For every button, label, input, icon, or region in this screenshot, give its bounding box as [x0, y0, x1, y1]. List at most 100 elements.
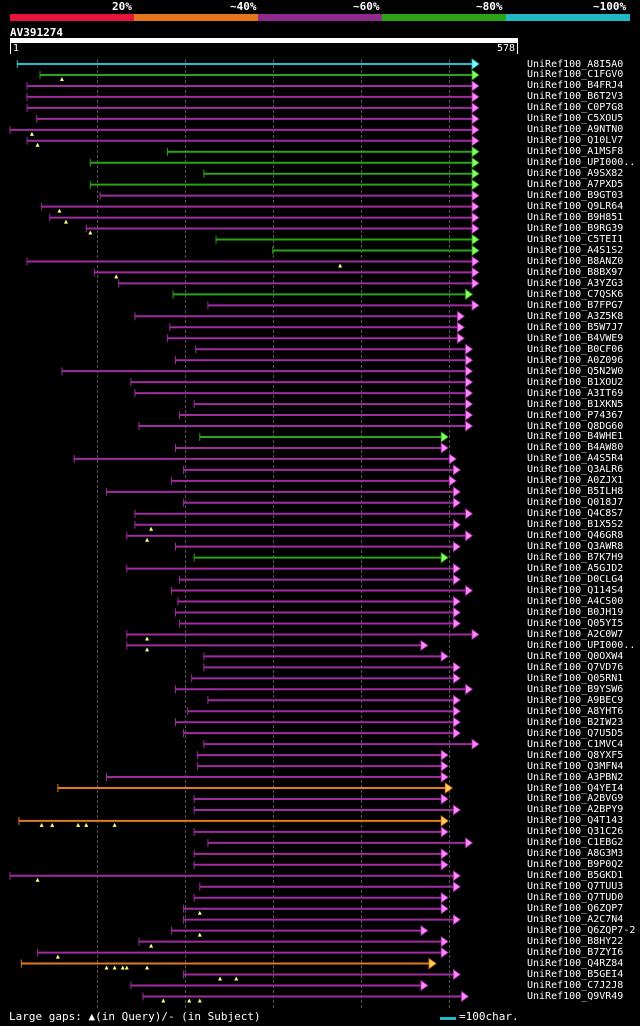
hit-label-link[interactable]: UniRef100_B8BX97	[527, 266, 624, 278]
hit-label-link[interactable]: UniRef100_Q3MFN4	[527, 760, 624, 772]
hit-label-link[interactable]: UniRef100_D0CLG4	[527, 574, 624, 586]
hit-label-link[interactable]: UniRef100_Q6ZQP7	[527, 903, 624, 915]
hit-row[interactable]	[174, 716, 462, 728]
hit-row[interactable]	[207, 694, 462, 707]
hit-row[interactable]	[187, 705, 462, 718]
hit-row[interactable]	[20, 957, 437, 970]
hit-row[interactable]	[26, 91, 480, 103]
hit-label-link[interactable]: UniRef100_A9SX82	[527, 168, 624, 180]
hit-row[interactable]	[199, 431, 449, 443]
hit-row[interactable]	[207, 299, 480, 312]
hit-label-link[interactable]: UniRef100_C7QSK6	[527, 288, 624, 300]
hit-row[interactable]	[126, 529, 474, 542]
hit-label-link[interactable]: UniRef100_B5ILH8	[527, 486, 624, 498]
hit-row[interactable]	[174, 442, 449, 454]
hit-row[interactable]	[272, 244, 480, 257]
hit-row[interactable]	[195, 343, 474, 355]
hit-row[interactable]	[37, 946, 449, 959]
hit-label-link[interactable]: UniRef100_B7ZYI6	[527, 947, 624, 959]
hit-row[interactable]	[9, 124, 480, 136]
hit-label-link[interactable]: UniRef100_B4WHE1	[527, 431, 624, 443]
hit-label-link[interactable]: UniRef100_A5GJD2	[527, 563, 624, 575]
hit-label-link[interactable]: UniRef100_C1MVC4	[527, 738, 624, 750]
hit-label-link[interactable]: UniRef100_B5GEI4	[527, 969, 624, 980]
hit-row[interactable]	[215, 233, 480, 246]
hit-label-link[interactable]: UniRef100_Q3AWR8	[527, 541, 624, 553]
hit-label-link[interactable]: UniRef100_A2C7N4	[527, 914, 624, 926]
hit-row[interactable]	[39, 69, 480, 81]
hit-row[interactable]	[174, 606, 462, 619]
hit-label-link[interactable]: UniRef100_B0JH19	[527, 607, 624, 618]
hit-label-link[interactable]: UniRef100_B9P0Q2	[527, 859, 624, 871]
hit-label-link[interactable]: UniRef100_Q3ALR6	[527, 464, 624, 476]
hit-row[interactable]	[57, 782, 453, 794]
hit-row[interactable]	[199, 880, 462, 893]
hit-row[interactable]	[118, 277, 480, 290]
hit-row[interactable]	[26, 102, 480, 114]
hit-label-link[interactable]: UniRef100_Q05YI5	[527, 617, 624, 629]
hit-row[interactable]	[179, 409, 474, 421]
hit-row[interactable]	[142, 990, 470, 1003]
hit-row[interactable]	[93, 266, 480, 279]
hit-row[interactable]	[203, 661, 462, 674]
hit-label-link[interactable]: UniRef100_Q7U5D5	[527, 727, 624, 739]
hit-row[interactable]	[193, 848, 449, 860]
hit-label-link[interactable]: UniRef100_B1XOU2	[527, 376, 624, 388]
hit-row[interactable]	[130, 376, 474, 388]
hit-row[interactable]	[193, 859, 449, 871]
hit-label-link[interactable]: UniRef100_C0P7G8	[527, 102, 624, 114]
hit-row[interactable]	[193, 826, 449, 838]
hit-row[interactable]	[36, 113, 480, 125]
hit-row[interactable]	[85, 222, 480, 235]
hit-row[interactable]	[41, 200, 480, 213]
hit-label-link[interactable]: UniRef100_B6T2V3	[527, 91, 624, 103]
hit-label-link[interactable]: UniRef100_Q46GR8	[527, 530, 624, 542]
hit-row[interactable]	[196, 749, 449, 761]
hit-row[interactable]	[134, 387, 474, 399]
hit-label-link[interactable]: UniRef100_B9GT03	[527, 190, 624, 202]
hit-row[interactable]	[193, 793, 449, 805]
hit-row[interactable]	[9, 870, 462, 882]
hit-row[interactable]	[169, 321, 466, 334]
hit-row[interactable]	[170, 924, 429, 937]
hit-label-link[interactable]: UniRef100_C5XOU5	[527, 113, 624, 125]
hit-label-link[interactable]: UniRef100_Q31C26	[527, 826, 624, 838]
hit-label-link[interactable]: UniRef100_Q0OXW4	[527, 650, 624, 662]
hit-row[interactable]	[26, 255, 480, 268]
hit-label-link[interactable]: UniRef100_UPI000..	[527, 639, 636, 651]
hit-label-link[interactable]: UniRef100_Q4YEI4	[527, 782, 624, 794]
hit-label-link[interactable]: UniRef100_Q4RZ84	[527, 958, 624, 970]
hit-label-link[interactable]: UniRef100_Q9LR64	[527, 201, 624, 213]
hit-row[interactable]	[170, 475, 457, 487]
hit-label-link[interactable]: UniRef100_B8HY22	[527, 936, 624, 948]
hit-label-link[interactable]: UniRef100_A3PBN2	[527, 771, 624, 783]
hit-row[interactable]	[193, 551, 449, 564]
hit-label-link[interactable]: UniRef100_A4CS00	[527, 596, 624, 608]
hit-label-link[interactable]: UniRef100_Q114S4	[527, 585, 624, 597]
hit-label-link[interactable]: UniRef100_B5GKD1	[527, 870, 624, 882]
hit-label-link[interactable]: UniRef100_Q05RN1	[527, 672, 624, 684]
hit-label-link[interactable]: UniRef100_Q4T143	[527, 815, 624, 827]
hit-row[interactable]	[166, 145, 480, 158]
hit-row[interactable]	[126, 639, 429, 652]
hit-label-link[interactable]: UniRef100_Q8DG60	[527, 420, 624, 432]
hit-label-link[interactable]: UniRef100_Q8YXF5	[527, 749, 624, 761]
hit-label-link[interactable]: UniRef100_B8ANZ0	[527, 255, 624, 267]
hit-label-link[interactable]: UniRef100_A9BEC9	[527, 694, 624, 706]
hit-label-link[interactable]: UniRef100_B4VWE9	[527, 332, 624, 344]
hit-label-link[interactable]: UniRef100_B9YSW6	[527, 683, 624, 695]
hit-row[interactable]	[193, 398, 474, 410]
hit-row[interactable]	[73, 453, 457, 465]
hit-row[interactable]	[193, 891, 449, 904]
hit-row[interactable]	[61, 365, 474, 377]
hit-label-link[interactable]: UniRef100_A8YHT6	[527, 705, 624, 717]
hit-label-link[interactable]: UniRef100_Q018J7	[527, 497, 624, 509]
hit-row[interactable]	[203, 167, 480, 180]
hit-row[interactable]	[138, 935, 449, 948]
hit-row[interactable]	[106, 771, 449, 783]
hit-label-link[interactable]: UniRef100_A7PXD5	[527, 179, 624, 191]
hit-label-link[interactable]: UniRef100_B7FPG7	[527, 299, 624, 311]
hit-row[interactable]	[126, 562, 462, 575]
hit-label-link[interactable]: UniRef100_Q7TUU3	[527, 881, 624, 893]
hit-label-link[interactable]: UniRef100_B4AW80	[527, 442, 624, 454]
